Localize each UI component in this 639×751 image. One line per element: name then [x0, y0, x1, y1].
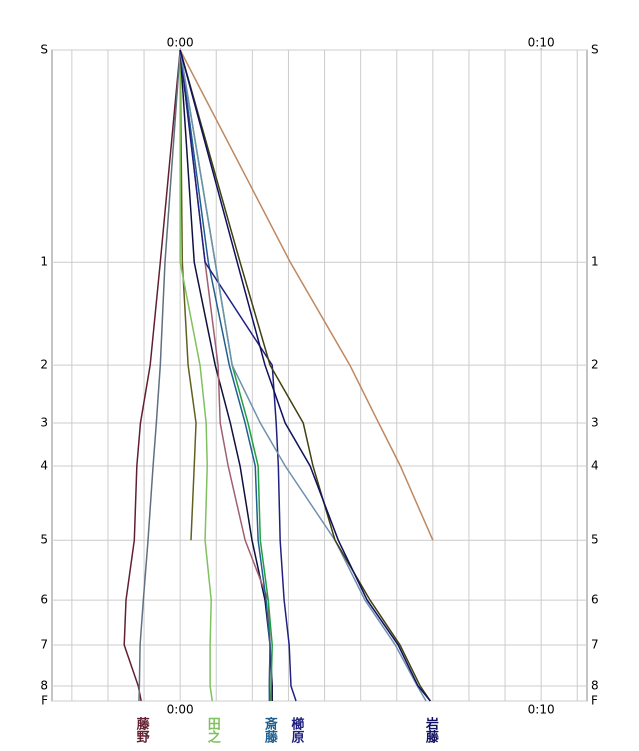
y-tick-label: 2	[591, 358, 599, 372]
series-line	[179, 49, 271, 701]
y-tick-label: S	[591, 43, 599, 57]
x-tick-label: 0:00	[167, 703, 194, 717]
x-tick-label: 0:10	[528, 36, 555, 50]
x-tick-label: 0:10	[528, 703, 555, 717]
y-tick-label: 6	[591, 593, 599, 607]
series-line	[179, 49, 427, 702]
series-line	[123, 49, 181, 702]
runner-name: 櫛原	[289, 716, 305, 744]
series-line	[179, 49, 434, 541]
y-tick-label: 5	[591, 533, 599, 547]
y-tick-label: 5	[40, 533, 48, 547]
y-tick-label: 2	[40, 358, 48, 372]
y-tick-label: 4	[40, 458, 48, 472]
runner-name: 岩藤	[423, 716, 440, 744]
y-tick-label: 3	[40, 416, 48, 430]
plot-area	[51, 49, 588, 702]
y-tick-label: 1	[591, 255, 599, 269]
y-tick-label: 7	[40, 638, 48, 652]
x-tick-label: 0:00	[167, 36, 194, 50]
series-line	[179, 49, 431, 702]
series-line	[179, 50, 214, 702]
y-tick-label: 3	[591, 416, 599, 430]
y-tick-label: 6	[40, 593, 48, 607]
series-line	[179, 49, 297, 702]
series-line	[179, 49, 197, 541]
y-tick-label: 1	[40, 255, 48, 269]
y-tick-label: F	[591, 694, 598, 708]
y-tick-label: 7	[591, 638, 599, 652]
y-tick-label: F	[41, 694, 48, 708]
y-tick-label: S	[40, 43, 48, 57]
series-line	[138, 49, 181, 702]
y-tick-label: 4	[591, 458, 599, 472]
y-tick-label: 8	[40, 679, 48, 693]
y-tick-label: 8	[591, 679, 599, 693]
runner-name: 田之	[205, 717, 221, 744]
runner-name: 藤野	[134, 716, 150, 744]
runner-name: 斎藤	[262, 716, 278, 744]
